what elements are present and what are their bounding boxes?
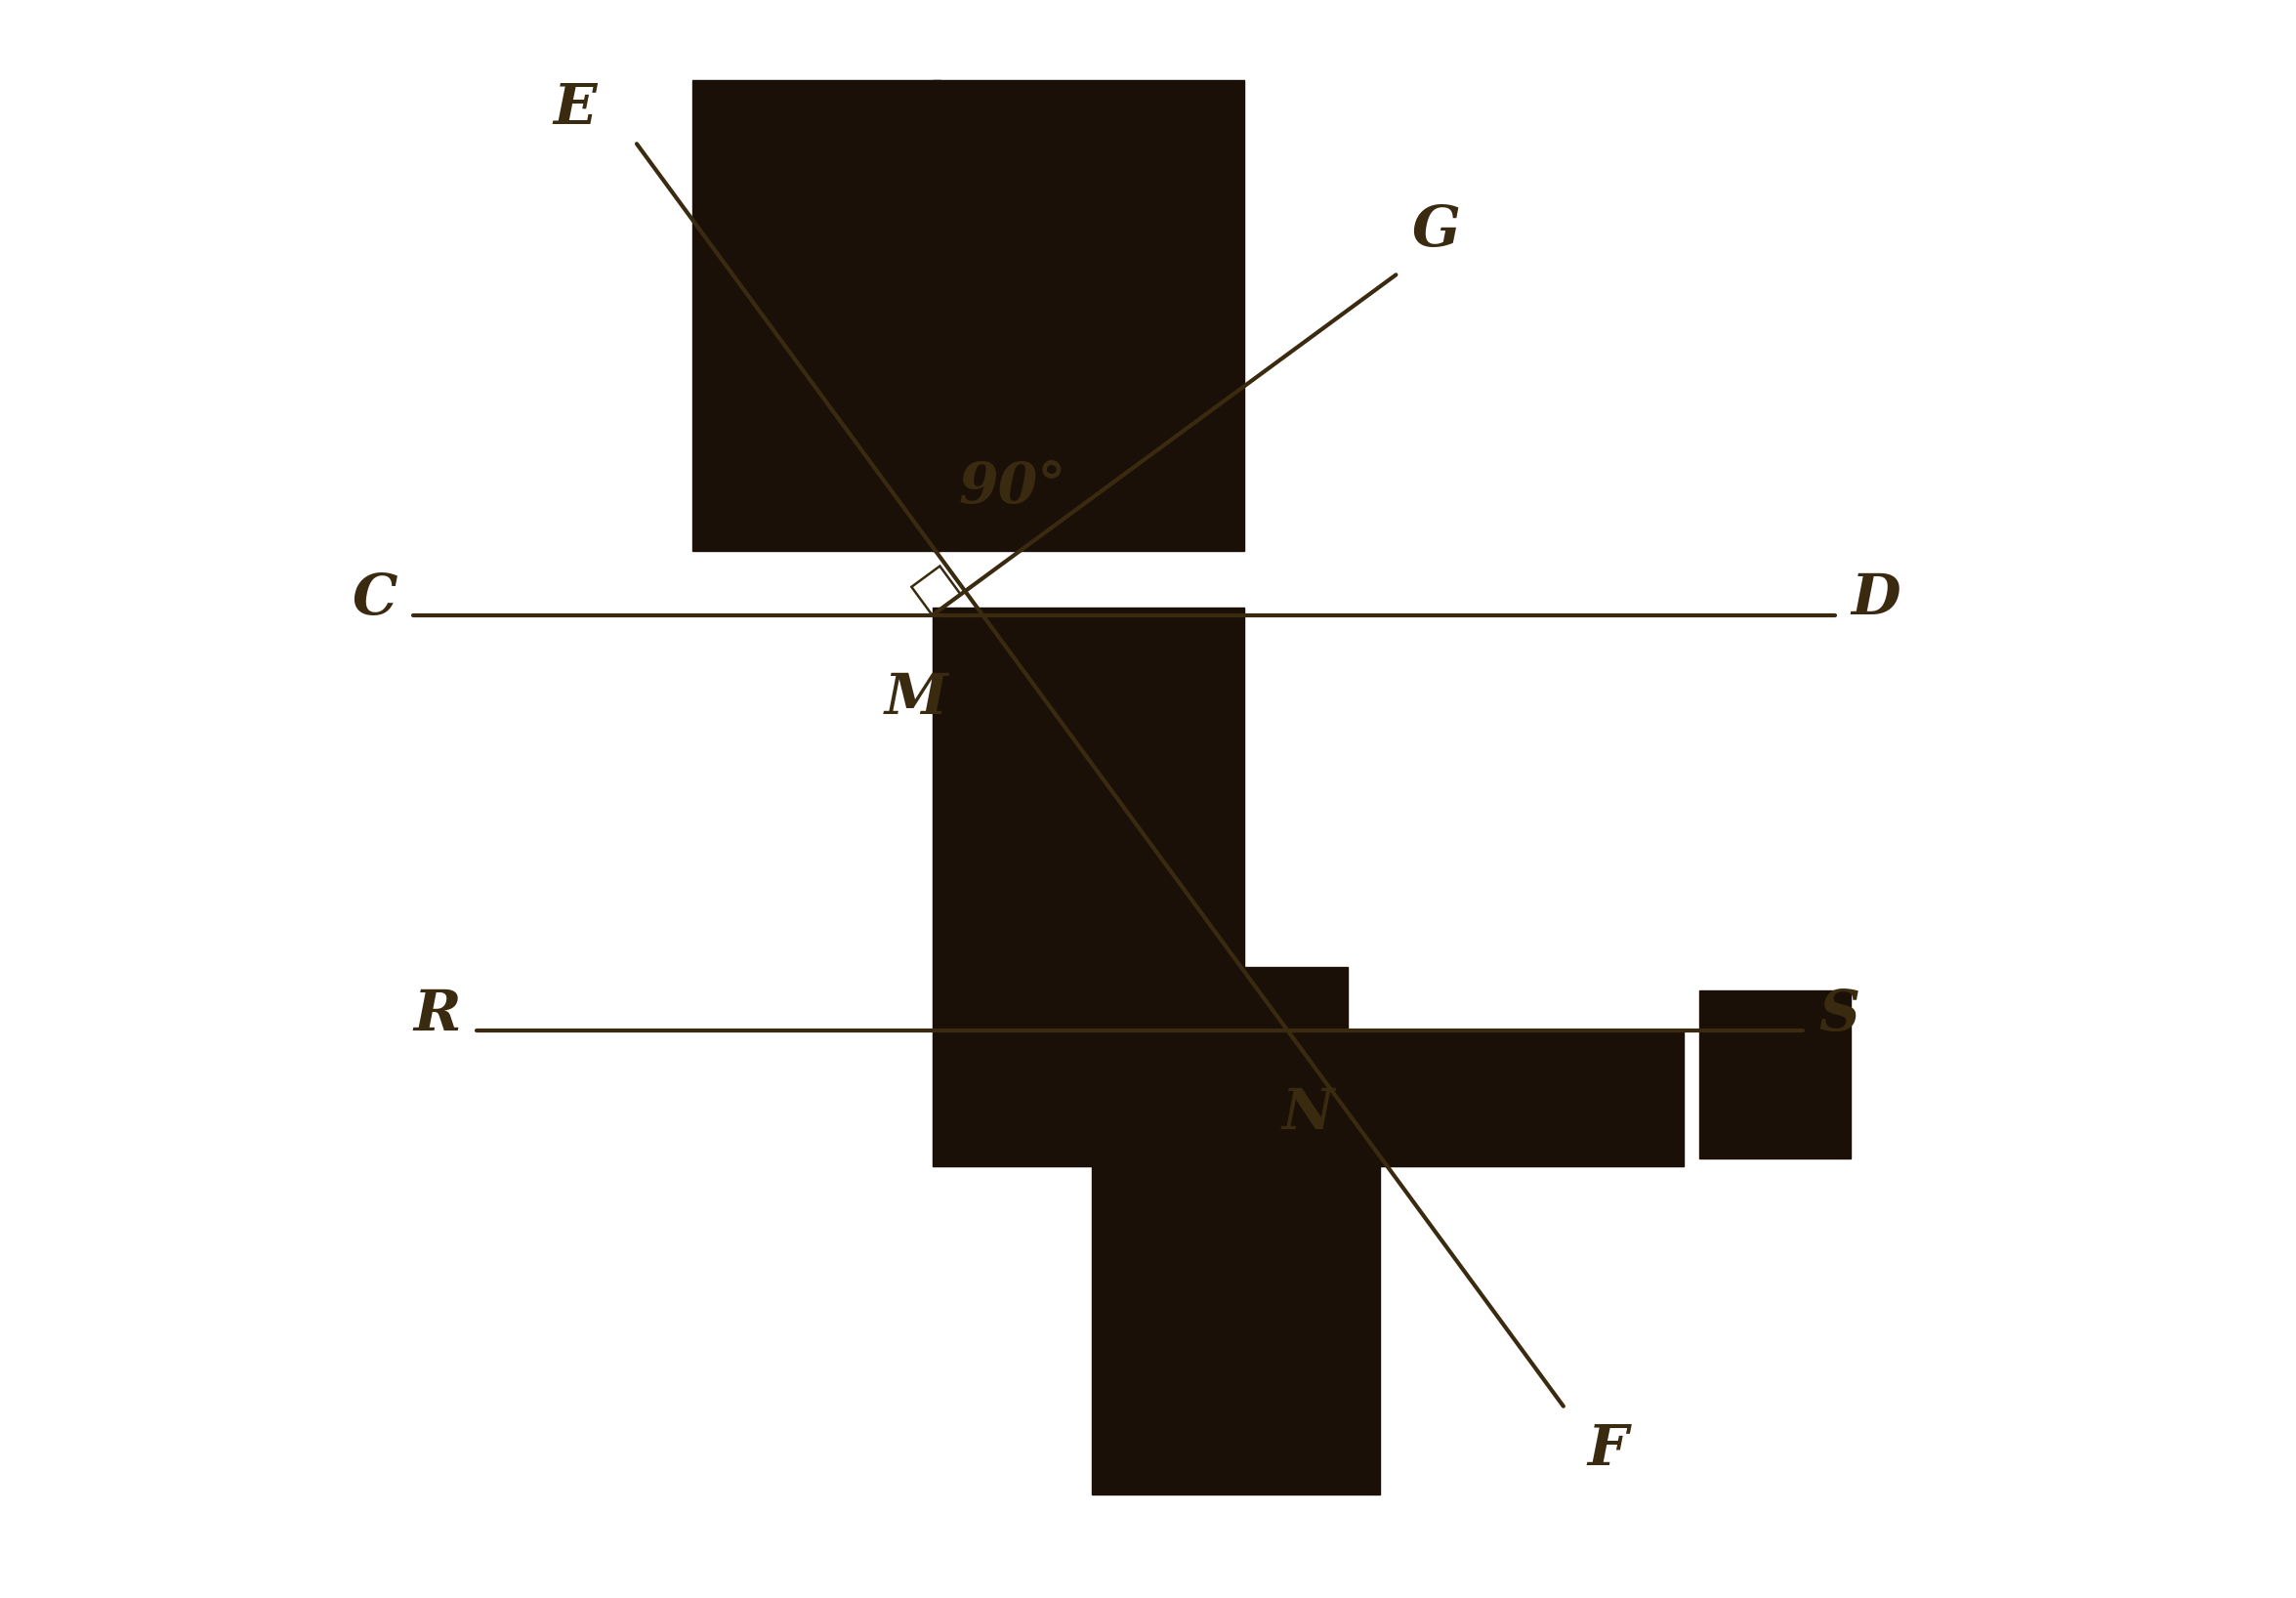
Text: C: C [351,572,397,626]
Text: D: D [1851,572,1901,626]
Text: F: F [1587,1422,1628,1478]
Text: R: R [413,988,461,1042]
Bar [1093,1159,1380,1494]
Text: M: M [884,671,948,727]
Bar [932,967,1348,1167]
Text: 90°: 90° [957,460,1065,515]
Bar [932,80,1244,551]
Bar [693,80,941,551]
Text: S: S [1818,988,1860,1042]
Bar [932,607,1244,967]
Bar [1332,1031,1683,1167]
Text: G: G [1412,203,1460,259]
Bar [1699,991,1851,1159]
Text: N: N [1281,1087,1334,1143]
Text: E: E [553,80,597,136]
